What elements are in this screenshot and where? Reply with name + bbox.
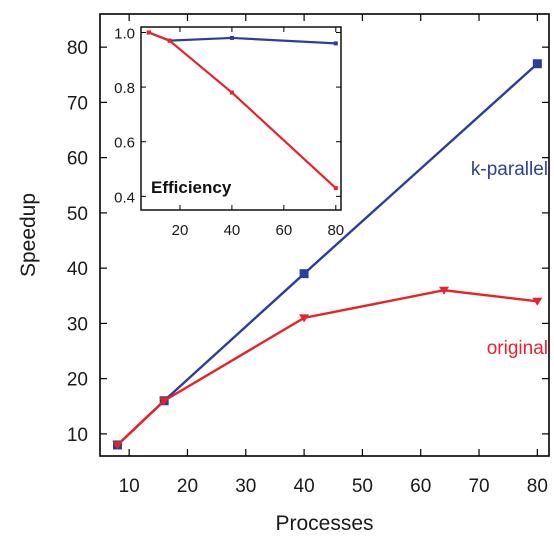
x-axis-label: Processes — [275, 512, 373, 535]
data-point-original — [299, 314, 310, 323]
x-tick-label: 50 — [352, 476, 373, 497]
x-tick-label: 60 — [410, 476, 431, 497]
data-point-original — [439, 286, 450, 295]
x-tick-label: 20 — [177, 476, 198, 497]
series-label-original: original — [487, 338, 548, 359]
inset-x-tick-label: 40 — [224, 222, 241, 239]
series-line-original — [116, 289, 538, 446]
inset-data-point — [333, 41, 338, 46]
data-point-k-parallel — [532, 59, 542, 69]
x-tick-label: 80 — [527, 476, 548, 497]
series-label-k-parallel: k-parallel — [471, 159, 548, 180]
inset-x-tick-label: 80 — [327, 222, 344, 239]
inset-x-tick-label: 20 — [172, 222, 189, 239]
inset-title: Efficiency — [151, 178, 232, 197]
inset-data-point — [146, 30, 151, 35]
y-tick-label: 60 — [67, 149, 88, 170]
inset-series-line — [148, 31, 337, 189]
inset-data-point — [333, 186, 338, 191]
inset-data-point — [229, 90, 234, 95]
data-point-original — [532, 297, 543, 306]
inset-y-tick-label: 0.4 — [114, 189, 135, 206]
y-tick-label: 30 — [67, 314, 88, 335]
y-tick-label: 80 — [67, 38, 88, 59]
x-tick-label: 40 — [294, 476, 315, 497]
data-point-k-parallel — [299, 269, 309, 279]
inset-data-point — [229, 35, 234, 40]
x-tick-label: 30 — [235, 476, 256, 497]
inset-y-tick-label: 0.8 — [114, 80, 135, 97]
inset-frame — [140, 26, 342, 211]
x-tick-label: 70 — [468, 476, 489, 497]
inset-x-tick-label: 60 — [276, 222, 293, 239]
y-tick-label: 20 — [67, 370, 88, 391]
inset-data-point — [167, 38, 172, 43]
inset-y-tick-label: 1.0 — [114, 25, 135, 42]
y-tick-label: 70 — [67, 93, 88, 114]
y-tick-label: 10 — [67, 425, 88, 446]
data-point-original — [159, 397, 170, 406]
plot-frame — [99, 13, 550, 457]
inset-y-tick-label: 0.6 — [114, 135, 135, 152]
data-point-original — [112, 441, 123, 450]
x-tick-label: 10 — [119, 476, 140, 497]
efficiency-inset: 20 40 60 80 0.4 0.6 0.8 1.0 Efficiency — [114, 25, 344, 239]
y-axis-label: Speedup — [17, 193, 40, 277]
y-tick-label: 50 — [67, 204, 88, 225]
main-plot: 10 20 30 40 50 60 70 80 10 20 30 40 50 60 70 80 Processe… — [17, 13, 550, 535]
y-tick-label: 40 — [67, 259, 88, 280]
